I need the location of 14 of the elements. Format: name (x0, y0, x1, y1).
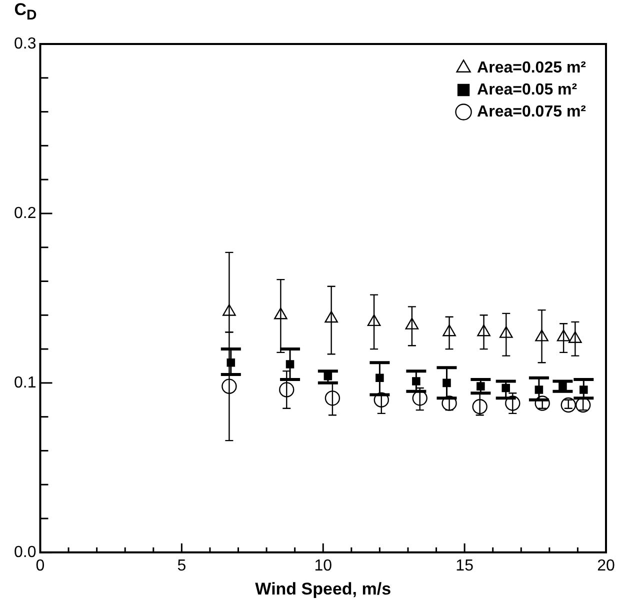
x-tick-label: 15 (456, 557, 474, 574)
y-axis-title: C$_{D}$ (14, 0, 37, 24)
y-tick-label: 0.2 (14, 204, 36, 222)
y-tick-label: 0.3 (14, 35, 36, 52)
x-tick-label: 0 (36, 557, 45, 574)
x-tick-label: 5 (177, 557, 186, 574)
x-tick-label: 20 (597, 557, 615, 574)
legend-label: Area=0.025 m² (477, 59, 586, 76)
x-tick-label: 10 (314, 557, 332, 574)
y-tick-label: 0.1 (14, 374, 36, 392)
legend-label: Area=0.075 m² (477, 103, 586, 120)
legend-label: Area=0.05 m² (477, 81, 578, 98)
x-axis-title: Wind Speed, m/s (255, 579, 392, 598)
y-tick-label: 0.0 (14, 544, 36, 561)
